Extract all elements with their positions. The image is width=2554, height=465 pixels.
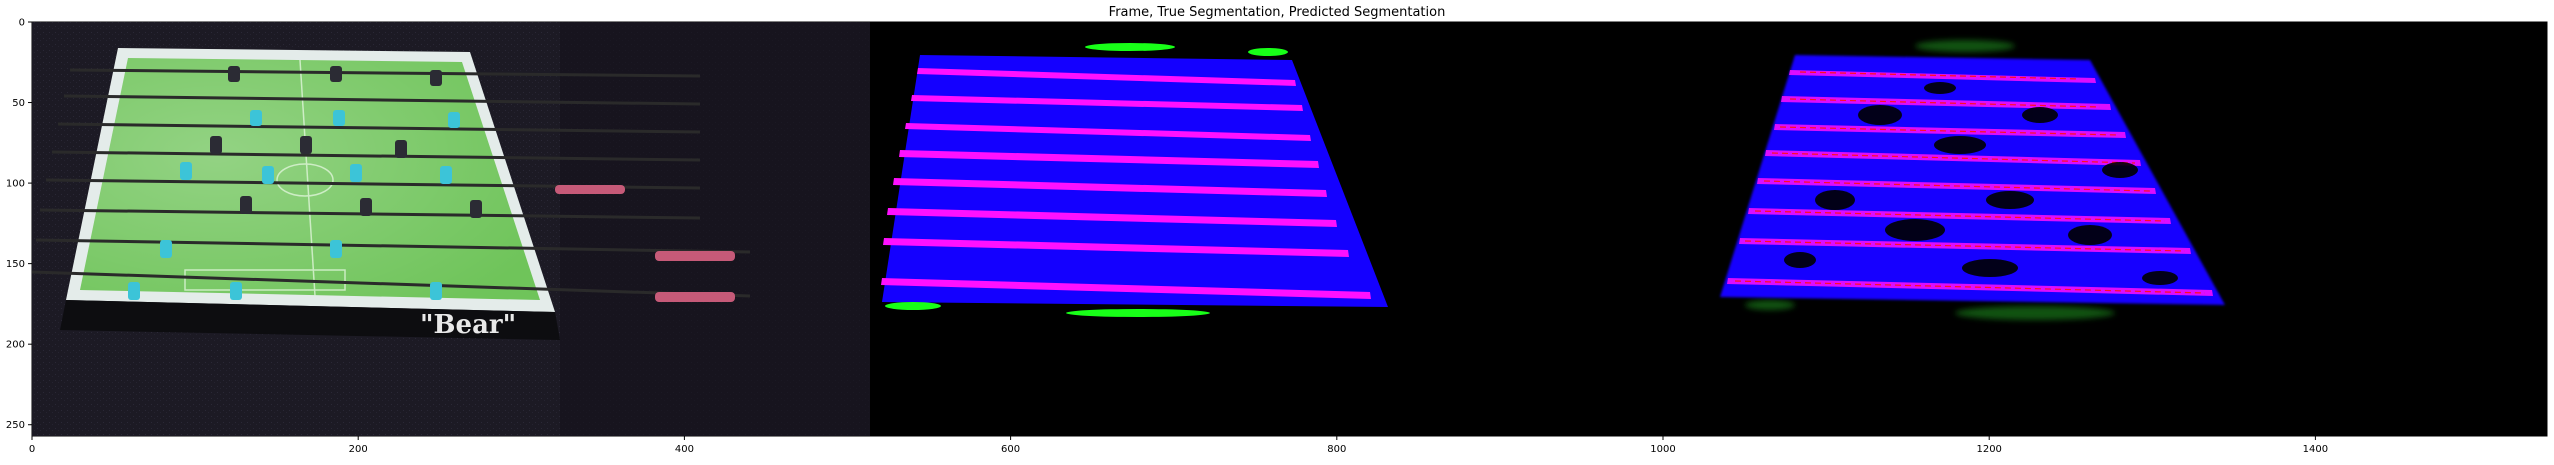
rod-handles <box>555 185 735 302</box>
y-tick-label: 50 <box>12 98 25 109</box>
x-tick-label: 200 <box>349 444 368 455</box>
y-tick-label: 100 <box>6 179 25 190</box>
y-axis: 0 50 100 150 200 250 <box>6 18 32 431</box>
x-tick-label: 400 <box>675 444 694 455</box>
table-front-panel <box>60 300 560 340</box>
y-tick-label: 200 <box>6 340 25 351</box>
true-rod-stripes <box>881 68 1371 299</box>
pred-missing-regions <box>1784 82 2178 285</box>
y-tick-label: 150 <box>6 259 25 270</box>
players-dark <box>210 66 482 218</box>
panel-true-segmentation <box>870 22 1708 436</box>
x-tick-label: 0 <box>29 444 35 455</box>
panel-predicted-segmentation <box>1708 22 2547 436</box>
table-brand-text: "Bear" <box>420 310 516 340</box>
x-tick-label: 600 <box>1001 444 1020 455</box>
y-tick-label: 0 <box>19 18 25 29</box>
players-cyan <box>128 110 460 300</box>
x-axis: 0 200 400 600 800 1000 1200 1400 <box>29 436 2328 455</box>
x-tick-label: 1200 <box>1976 444 2001 455</box>
panel-frame: "Bear" <box>31 22 870 436</box>
true-handle-blobs <box>885 43 1288 317</box>
pred-red-noise <box>1734 71 2206 294</box>
x-tick-label: 800 <box>1327 444 1346 455</box>
x-tick-label: 1400 <box>2303 444 2328 455</box>
y-tick-label: 250 <box>6 420 25 431</box>
figure-title: Frame, True Segmentation, Predicted Segm… <box>1108 5 1446 20</box>
x-tick-label: 1000 <box>1650 444 1675 455</box>
